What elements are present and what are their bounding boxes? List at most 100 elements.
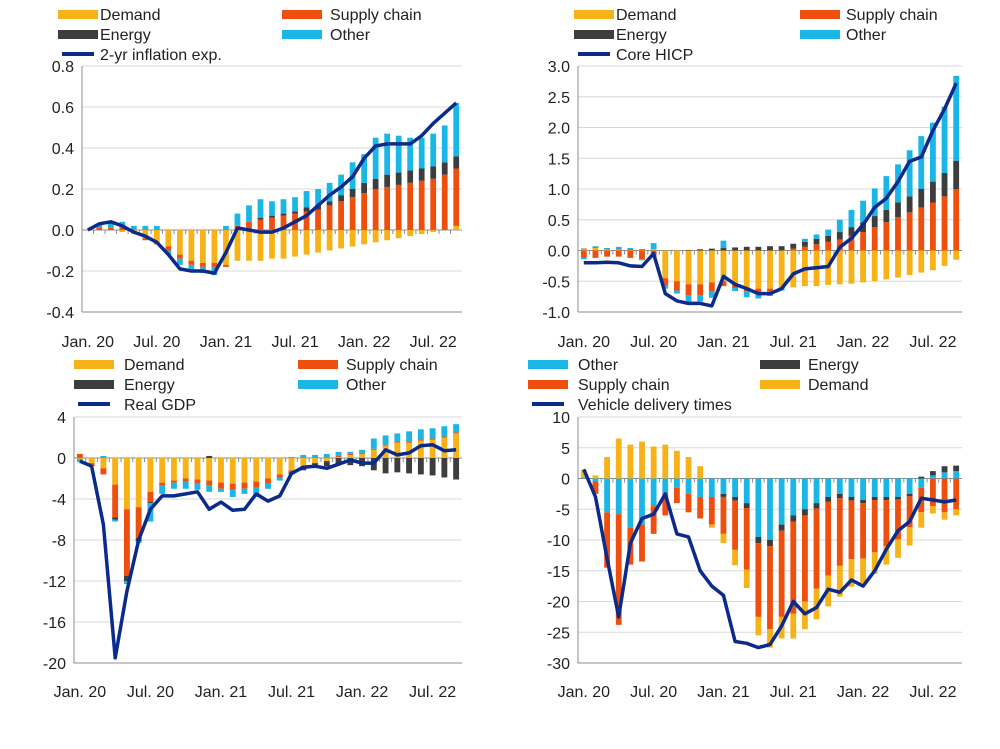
bar-other	[708, 291, 715, 298]
x-tick-label: Jul. 20	[133, 334, 180, 351]
bar-supply-chain	[906, 212, 913, 251]
legend-label: Core HICP	[616, 47, 693, 64]
bar-demand	[953, 250, 960, 260]
bar-energy	[453, 156, 460, 169]
bar-demand	[135, 458, 142, 508]
bar-other	[206, 485, 213, 492]
bar-demand	[604, 249, 610, 251]
bar-other	[417, 429, 424, 440]
bar-other	[615, 246, 622, 249]
bar-demand	[417, 440, 424, 458]
bar-energy	[930, 471, 936, 476]
bar-demand	[604, 456, 610, 479]
bar-supply-chain	[836, 498, 843, 566]
legend-swatch-supply-chain	[800, 10, 840, 19]
bar-other	[370, 438, 377, 449]
bar-supply-chain	[778, 530, 785, 617]
bar-other	[813, 234, 820, 239]
bar-demand	[674, 250, 680, 282]
x-tick-label: Jan. 22	[837, 684, 890, 701]
bar-supply-chain	[182, 478, 189, 482]
series-line	[583, 82, 958, 308]
chart-panel-2: -1.0 -0.5 0.0 0.5 1.0 1.5 2.0 2.5 3.0 Jan. 20 Jul.…	[542, 7, 962, 351]
bar-other	[361, 154, 367, 183]
bar-supply-chain	[953, 478, 960, 510]
bar-supply-chain	[165, 246, 172, 251]
bar-other	[407, 137, 414, 171]
bar-demand	[315, 230, 321, 253]
bar-demand	[662, 444, 669, 479]
bar-other	[241, 488, 248, 494]
bar-supply-chain	[453, 432, 460, 434]
x-tick-label: Jan. 21	[697, 684, 750, 701]
bar-supply-chain	[732, 284, 738, 289]
bar-energy	[930, 181, 936, 203]
bar-energy	[825, 496, 832, 502]
y-tick-label: 3.0	[548, 59, 570, 76]
x-tick-label: Jan. 22	[338, 334, 391, 351]
bar-supply-chain	[674, 281, 680, 291]
bar-supply-chain	[229, 483, 236, 490]
bar-other	[743, 478, 750, 504]
bar-demand	[218, 458, 224, 483]
y-tick-label: -4	[52, 492, 66, 509]
bar-other	[697, 295, 704, 302]
bar-demand	[755, 250, 762, 289]
bar-supply-chain	[276, 474, 283, 478]
y-tick-label: -0.4	[46, 305, 74, 322]
bar-demand	[871, 250, 878, 282]
bar-energy	[338, 195, 344, 202]
bar-demand	[697, 250, 704, 285]
bar-demand	[720, 250, 727, 282]
bar-other	[767, 478, 773, 540]
bar-supply-chain	[441, 174, 448, 230]
bar-supply-chain	[417, 439, 424, 441]
bar-other	[453, 424, 460, 433]
bar-supply-chain	[171, 480, 177, 483]
x-tick-label: Jul. 22	[409, 684, 456, 701]
bar-demand	[292, 230, 298, 257]
bar-demand	[848, 250, 855, 284]
y-tick-label: -15	[547, 564, 570, 581]
bar-supply-chain	[825, 241, 832, 251]
legend: Demand Supply chain Energy Other Real GDP	[74, 357, 438, 414]
bar-supply-chain	[802, 515, 808, 602]
bar-energy	[778, 246, 785, 251]
bar-demand	[778, 250, 785, 288]
bar-energy	[755, 246, 762, 251]
legend-label: Other	[346, 377, 387, 394]
bar-other	[685, 478, 692, 494]
bar-other	[895, 478, 901, 497]
y-tick-label: 0	[561, 472, 570, 489]
bar-other	[883, 478, 890, 497]
y-tick-label: 5	[561, 441, 570, 458]
bar-supply-chain	[100, 468, 107, 475]
bar-energy	[918, 189, 925, 208]
bar-other	[674, 290, 680, 294]
bar-supply-chain	[177, 254, 183, 259]
bar-other	[441, 125, 448, 163]
bar-other	[918, 136, 925, 189]
legend: Demand Supply chain Energy Other Core HICP	[574, 7, 938, 64]
bar-supply-chain	[755, 288, 762, 293]
bar-demand	[790, 613, 797, 639]
bar-demand	[234, 230, 241, 261]
legend-swatch-energy	[574, 30, 614, 39]
y-tick-label: -12	[43, 574, 66, 591]
legend-label: Real GDP	[124, 397, 196, 414]
bar-demand	[453, 225, 460, 230]
bar-demand	[790, 250, 797, 288]
bar-other	[802, 478, 808, 510]
bar-supply-chain	[370, 448, 377, 450]
bar-demand	[300, 458, 307, 467]
bar-demand	[615, 249, 622, 251]
bar-other	[720, 478, 727, 494]
bar-other	[755, 292, 762, 299]
x-tick-label: Jul. 20	[630, 684, 677, 701]
bar-other	[269, 201, 275, 216]
bar-other	[194, 483, 201, 490]
legend-swatch-supply-chain	[282, 10, 322, 19]
legend-label: Energy	[808, 357, 859, 374]
bar-supply-chain	[883, 222, 890, 251]
bar-supply-chain	[825, 501, 832, 576]
